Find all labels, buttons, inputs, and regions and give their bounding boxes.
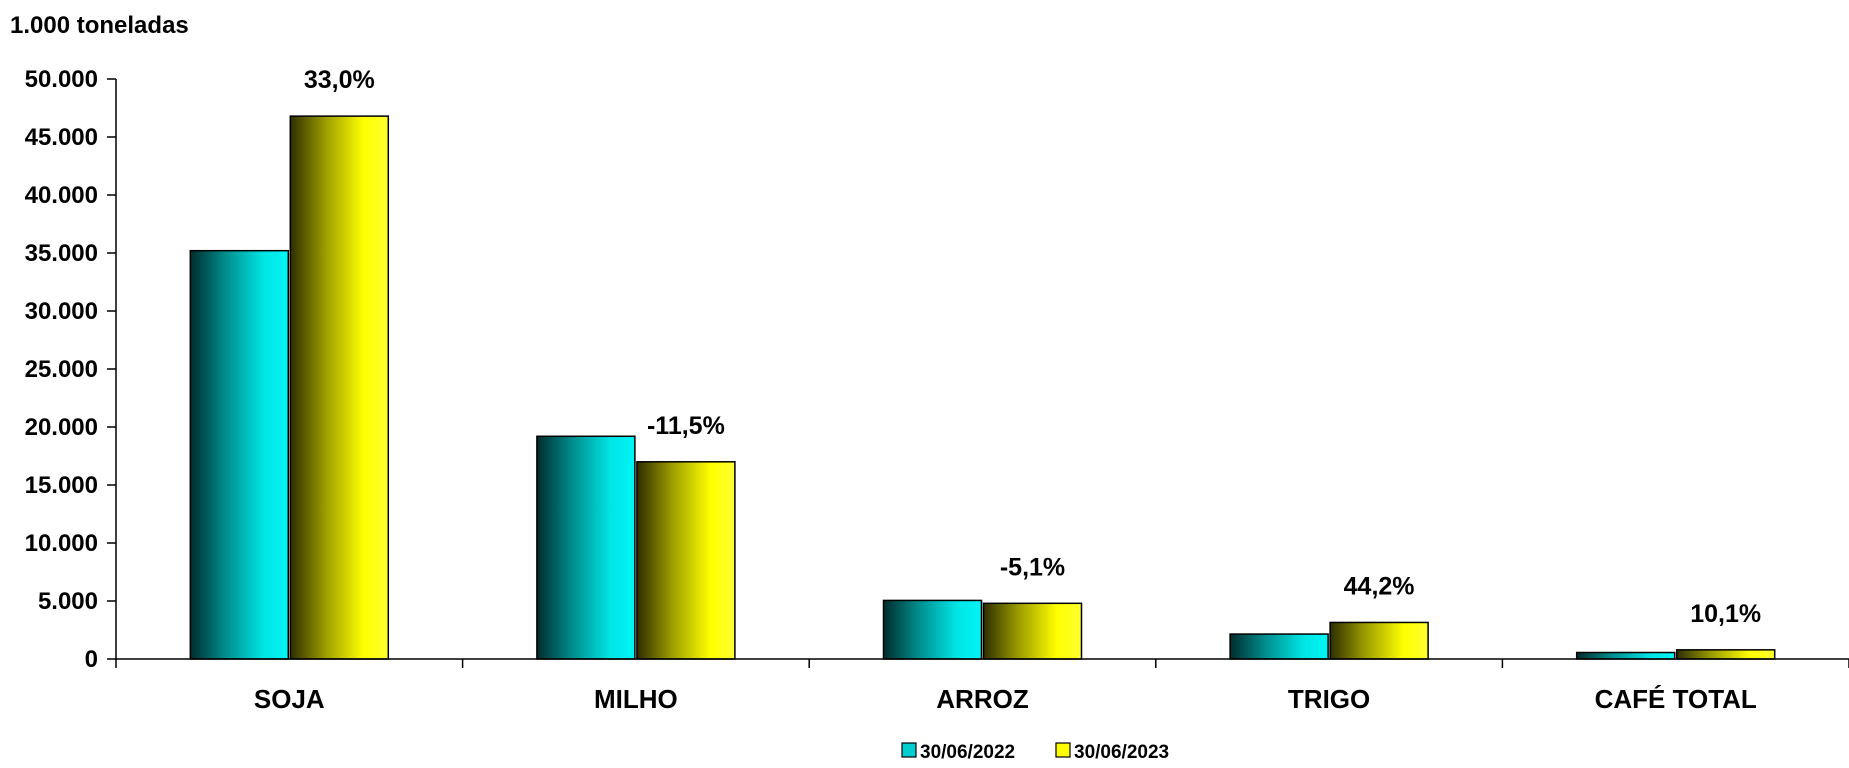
category-label: MILHO	[594, 684, 678, 714]
bar-series-2023	[636, 461, 736, 660]
percent-change-label: 10,1%	[1690, 600, 1761, 628]
bar-series-2023	[289, 115, 390, 660]
category-label: SOJA	[254, 684, 325, 714]
percent-change-label: 44,2%	[1344, 572, 1415, 600]
x-axis: SOJA MILHO ARROZ TRIGO CAFÉ TOTAL	[115, 658, 1849, 714]
y-tick-label: 35.000	[25, 240, 98, 267]
legend-label: 30/06/2023	[1074, 742, 1169, 763]
y-axis-label: 1.000 toneladas	[10, 12, 189, 39]
category-label: TRIGO	[1288, 684, 1370, 714]
legend-swatch	[901, 742, 917, 758]
bar-series-2022	[1229, 633, 1329, 660]
y-tick-label: 50.000	[25, 66, 98, 93]
category-label: CAFÉ TOTAL	[1595, 684, 1757, 714]
y-tick-label: 30.000	[25, 298, 98, 325]
y-tick-label: 45.000	[25, 124, 98, 151]
bar-series-2022	[536, 435, 636, 660]
y-tick-label: 15.000	[25, 472, 98, 499]
y-tick-label: 25.000	[25, 356, 98, 383]
category-label: ARROZ	[936, 684, 1029, 714]
percent-change-label: -5,1%	[1000, 553, 1065, 581]
legend-label: 30/06/2022	[920, 742, 1015, 763]
bar-series-2022	[1575, 651, 1676, 660]
y-tick-label: 0	[85, 646, 98, 673]
y-tick-label: 20.000	[25, 414, 98, 441]
percent-change-label: -11,5%	[647, 412, 725, 440]
legend-swatch	[1055, 742, 1071, 758]
annotations-group: 33,0% -11,5% -5,1% 44,2% 10,1%	[304, 66, 1761, 628]
bar-series-2023	[1675, 649, 1776, 660]
y-tick-label: 5.000	[38, 588, 98, 615]
y-axis: 0 5.000 10.000 15.000 20.000 25.000 30.000 35.0…	[25, 66, 117, 673]
percent-change-label: 33,0%	[304, 66, 375, 94]
bar-series-2022	[189, 249, 290, 660]
bar-series-2022	[882, 599, 983, 660]
legend: 30/06/2022 30/06/2023	[901, 742, 1169, 763]
bar-series-2023	[1329, 621, 1429, 660]
bar-series-2023	[982, 602, 1083, 660]
y-tick-label: 10.000	[25, 530, 98, 557]
y-tick-label: 40.000	[25, 182, 98, 209]
bars-group	[189, 115, 1776, 660]
